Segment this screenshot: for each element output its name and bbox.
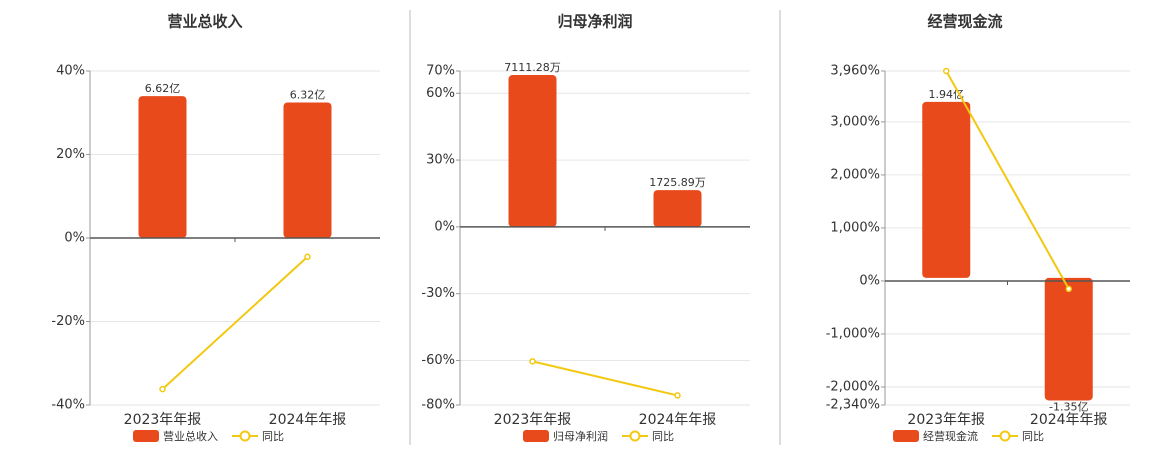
x-tick-label: 2023年年报: [124, 412, 202, 428]
value-label: 1.94亿: [929, 88, 965, 101]
bar: [653, 190, 702, 227]
y-tick-label: 60%: [426, 86, 455, 101]
legend-label: 同比: [262, 430, 284, 443]
value-label: 6.62亿: [145, 82, 181, 95]
value-label: -1.35亿: [1049, 400, 1088, 413]
legend-swatch: [239, 430, 251, 442]
y-tick-label: -60%: [421, 353, 455, 368]
y-tick-label: 30%: [426, 153, 455, 168]
x-tick-label: 2023年年报: [494, 412, 572, 428]
point: [304, 253, 311, 261]
y-tick-label: 1,000%: [830, 220, 880, 235]
point: [674, 392, 681, 399]
bar: [508, 75, 557, 227]
bar: [138, 96, 187, 238]
chart-title: 经营现金流: [927, 13, 1002, 31]
line: [532, 360, 678, 397]
legend-label: 同比: [1022, 430, 1044, 443]
y-tick-label: -2,000%: [826, 379, 880, 394]
point: [529, 358, 536, 365]
y-tick-label: 0%: [859, 273, 880, 288]
bar: [922, 101, 971, 278]
y-tick-label: 3,000%: [830, 114, 880, 129]
line: [161, 256, 309, 390]
y-tick-label: 0%: [434, 219, 455, 234]
x-tick-label: 2024年年报: [1030, 412, 1108, 428]
chart-title: 营业总收入: [167, 13, 242, 31]
y-tick-label: 2,000%: [830, 167, 880, 182]
y-tick-label: 70%: [426, 64, 455, 79]
point: [159, 385, 166, 393]
line: [945, 70, 1070, 290]
value-label: 1725.89万: [649, 176, 706, 189]
legend-label: 归母净利润: [553, 429, 608, 443]
y-tick-label: 40%: [56, 64, 85, 79]
legend-label: 营业总收入: [163, 429, 218, 443]
x-tick-label: 2024年年报: [639, 412, 717, 428]
y-tick-label: 3,960%: [830, 64, 880, 79]
y-tick-label: -30%: [421, 286, 455, 301]
y-tick-label: -20%: [51, 314, 85, 329]
legend-label: 经营现金流: [923, 429, 978, 443]
legend-swatch: [629, 430, 641, 442]
legend-label: 同比: [652, 430, 674, 443]
legend-swatch: [893, 430, 919, 442]
legend-swatch: [133, 430, 159, 442]
x-tick-label: 2023年年报: [907, 412, 985, 428]
value-label: 6.32亿: [290, 89, 326, 102]
x-tick-label: 2024年年报: [269, 412, 347, 428]
y-tick-label: -2,340%: [826, 398, 880, 413]
y-tick-label: -80%: [421, 398, 455, 413]
legend-swatch: [999, 430, 1011, 442]
y-tick-label: 20%: [56, 147, 85, 162]
point: [1065, 285, 1072, 293]
bar: [1044, 277, 1093, 401]
y-tick-label: 0%: [64, 231, 85, 246]
point: [943, 67, 950, 75]
y-tick-label: -1,000%: [826, 326, 880, 341]
legend-swatch: [523, 430, 549, 442]
y-tick-label: -40%: [51, 398, 85, 413]
value-label: 7111.28万: [504, 61, 561, 74]
bar: [283, 102, 332, 238]
chart-title: 归母净利润: [557, 13, 632, 31]
